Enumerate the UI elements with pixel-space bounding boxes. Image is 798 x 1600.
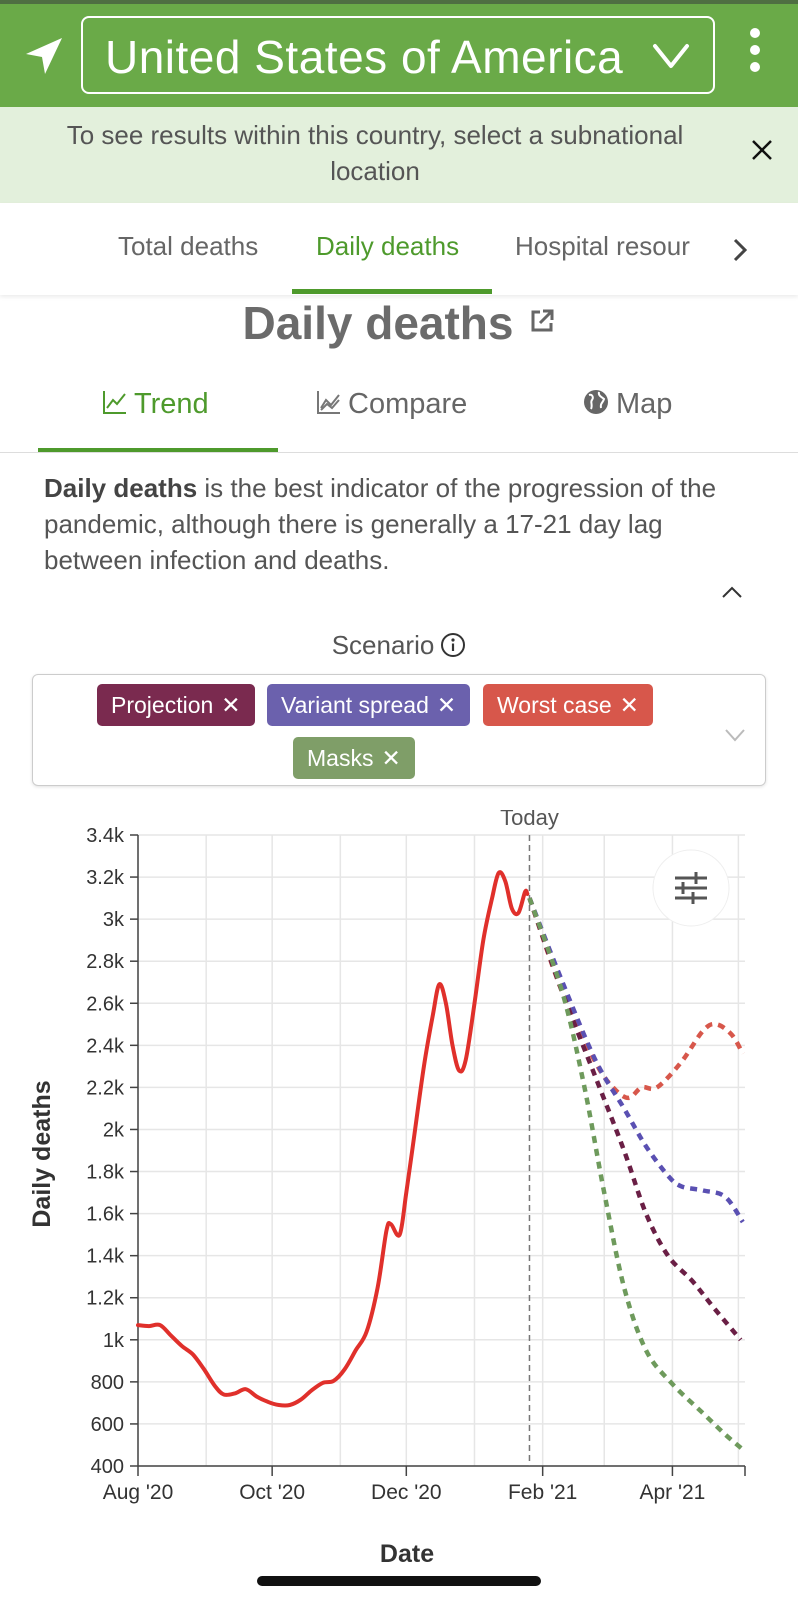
- chip-projection-label: Projection: [111, 692, 214, 718]
- scenario-label: Scenario: [0, 630, 798, 661]
- x-tick-label: Feb '21: [508, 1481, 577, 1504]
- active-tab-indicator: [292, 289, 492, 294]
- chart-grid: [137, 834, 745, 1467]
- description-text: is the best indicator of the progression…: [44, 473, 717, 575]
- chip-masks[interactable]: Masks ✕: [293, 737, 415, 779]
- chart-settings-button[interactable]: [652, 849, 730, 927]
- remove-chip-icon[interactable]: ✕: [381, 745, 401, 771]
- chip-projection[interactable]: Projection ✕: [97, 684, 255, 726]
- remove-chip-icon[interactable]: ✕: [221, 692, 241, 718]
- sliders-icon: [675, 872, 707, 904]
- y-tick-label: 2.4k: [86, 1035, 125, 1057]
- y-tick-label: 1.6k: [86, 1204, 125, 1226]
- y-tick-label: 400: [91, 1456, 124, 1478]
- series-line-masks: [527, 897, 747, 1454]
- tab-hospital-resources[interactable]: Hospital resour: [515, 231, 690, 261]
- trend-chart-icon: [103, 391, 126, 415]
- metric-tabs: Total deaths Daily deaths Hospital resou…: [0, 203, 798, 295]
- chip-variant-spread[interactable]: Variant spread ✕: [267, 684, 471, 726]
- series-line-variant-spread: [527, 897, 745, 1224]
- tab-total-deaths[interactable]: Total deaths: [118, 231, 259, 261]
- status-bar-edge: [0, 0, 798, 4]
- view-tabs: Trend Compare Map: [0, 370, 798, 453]
- y-tick-label: 600: [91, 1414, 124, 1436]
- chevron-down-icon[interactable]: [724, 728, 746, 742]
- y-tick-label: 3.4k: [86, 825, 125, 847]
- page-title: Daily deaths: [0, 296, 798, 350]
- daily-deaths-chart: 400 600 800 1k 1.2k 1.4k 1.6k 1.8k 2k 2.2k 2.4k 2.6…: [28, 810, 747, 1568]
- x-tick-label: Apr '21: [639, 1481, 705, 1504]
- chip-masks-label: Masks: [307, 745, 374, 771]
- tab-compare-label: Compare: [348, 388, 468, 420]
- globe-icon: [584, 390, 608, 415]
- y-tick-label: 800: [91, 1372, 124, 1394]
- tab-trend[interactable]: Trend: [102, 388, 209, 421]
- x-tick-label: Aug '20: [103, 1481, 174, 1504]
- chevron-up-icon[interactable]: [720, 584, 744, 600]
- today-label: Today: [500, 810, 559, 830]
- series-line-projection: [527, 897, 743, 1342]
- chip-worst-case-label: Worst case: [497, 692, 612, 718]
- y-tick-label: 2k: [103, 1119, 125, 1141]
- external-link-icon[interactable]: [528, 307, 556, 335]
- active-subtab-indicator: [38, 448, 278, 452]
- y-tick-label: 1.4k: [86, 1246, 125, 1268]
- chevron-down-icon: [653, 44, 689, 68]
- tab-compare[interactable]: Compare: [316, 388, 467, 421]
- tab-map-label: Map: [616, 388, 673, 420]
- x-tick-label: Oct '20: [239, 1481, 305, 1504]
- chart-series: [136, 870, 747, 1454]
- app-header: United States of America: [0, 4, 798, 107]
- x-axis-label: Date: [380, 1540, 434, 1568]
- subnational-notice: To see results within this country, sele…: [0, 107, 798, 203]
- remove-chip-icon[interactable]: ✕: [619, 692, 639, 718]
- series-line-worst-case: [527, 897, 745, 1101]
- remove-chip-icon[interactable]: ✕: [436, 692, 457, 718]
- y-axis-label: Daily deaths: [28, 1080, 56, 1227]
- country-selector[interactable]: United States of America: [81, 16, 715, 94]
- series-line-observed: [136, 870, 530, 1408]
- y-tick-label: 3.2k: [86, 867, 125, 889]
- chart-axes: 400 600 800 1k 1.2k 1.4k 1.6k 1.8k 2k 2.2k 2.4k 2.6…: [86, 825, 746, 1504]
- y-tick-label: 2.8k: [86, 951, 125, 973]
- tab-daily-deaths[interactable]: Daily deaths: [316, 231, 460, 261]
- x-tick-label: Dec '20: [371, 1481, 442, 1504]
- notice-text: To see results within this country, sele…: [66, 120, 684, 186]
- y-tick-label: 1.2k: [86, 1288, 125, 1310]
- home-indicator: [257, 1576, 541, 1586]
- info-icon[interactable]: [440, 632, 466, 658]
- country-selector-label: United States of America: [105, 31, 624, 83]
- tab-map[interactable]: Map: [582, 388, 672, 421]
- chip-variant-spread-label: Variant spread: [281, 692, 429, 718]
- scenario-label-text: Scenario: [331, 630, 435, 660]
- y-tick-label: 2.2k: [86, 1077, 125, 1099]
- scenario-select[interactable]: Projection ✕ Variant spread ✕ Worst case ✕ …: [32, 674, 766, 786]
- description-bold: Daily deaths: [44, 473, 198, 503]
- more-options-icon[interactable]: [748, 28, 762, 88]
- compare-chart-icon: [317, 391, 340, 415]
- y-tick-label: 1k: [103, 1330, 125, 1352]
- tab-trend-label: Trend: [134, 388, 209, 420]
- page-title-text: Daily deaths: [242, 297, 514, 349]
- chevron-right-icon[interactable]: [730, 236, 750, 264]
- metric-description: Daily deaths is the best indicator of th…: [44, 470, 744, 578]
- y-tick-label: 3k: [103, 909, 125, 931]
- y-tick-label: 2.6k: [86, 993, 125, 1015]
- y-tick-label: 1.8k: [86, 1162, 125, 1184]
- close-icon[interactable]: [748, 136, 776, 164]
- location-arrow-icon[interactable]: [22, 34, 66, 78]
- chip-worst-case[interactable]: Worst case ✕: [483, 684, 653, 726]
